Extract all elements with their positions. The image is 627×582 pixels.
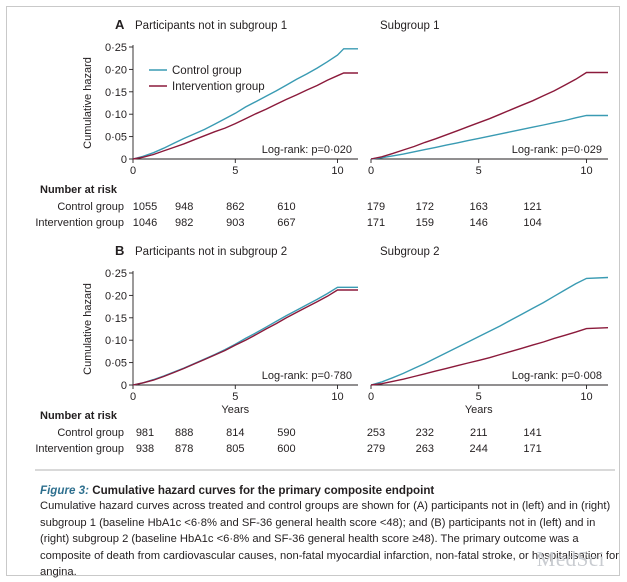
risk-value: 862	[226, 201, 244, 213]
risk-value: 211	[470, 427, 488, 439]
y-tick-label: 0·10	[105, 335, 127, 347]
series-line-control-group	[370, 276, 609, 386]
risk-value: 878	[175, 443, 193, 455]
risk-value: 1055	[133, 201, 157, 213]
figure-plots: 0 5 10 0 0·05 0·10 0·15 0·20 0·25 Cumulative haza…	[35, 17, 615, 471]
panel-title: Participants not in subgroup 2	[135, 246, 287, 258]
panel-title: Subgroup 2	[380, 246, 439, 258]
figure-label: Figure 3:	[40, 484, 89, 497]
risk-value: 263	[416, 443, 434, 455]
risk-value: 232	[416, 427, 434, 439]
x-tick-label: 10	[580, 391, 592, 403]
series-line-intervention-group	[370, 71, 608, 160]
y-tick-label: 0	[121, 154, 127, 166]
panel-title: Subgroup 1	[380, 20, 439, 32]
y-tick-label: 0·20	[105, 64, 127, 76]
risk-value: 667	[277, 217, 295, 229]
y-axis-label: Cumulative hazard	[82, 57, 94, 149]
risk-value: 146	[470, 217, 488, 229]
risk-value: 590	[277, 427, 295, 439]
y-tick-label: 0	[121, 380, 127, 392]
caption-title: Figure 3: Cumulative hazard curves for t…	[40, 483, 620, 500]
x-tick-label: 0	[130, 165, 136, 177]
x-tick-label: 0	[368, 391, 374, 403]
risk-value: 171	[523, 443, 541, 455]
risk-value: 104	[523, 217, 541, 229]
legend-label: Control group	[172, 65, 242, 77]
x-tick-label: 10	[580, 165, 592, 177]
series-line-control-group	[370, 114, 608, 160]
risk-value: 600	[277, 443, 295, 455]
risk-value: 805	[226, 443, 244, 455]
x-tick-label: 0	[130, 391, 136, 403]
risk-value: 172	[416, 201, 434, 213]
x-tick-label: 10	[331, 165, 343, 177]
risk-value: 244	[470, 443, 488, 455]
risk-value: 279	[367, 443, 385, 455]
risk-value: 938	[136, 443, 154, 455]
risk-value: 981	[136, 427, 154, 439]
log-rank-annotation: Log-rank: p=0·029	[512, 144, 602, 156]
risk-value: 1046	[133, 217, 157, 229]
log-rank-annotation: Log-rank: p=0·008	[512, 370, 602, 382]
series-line-intervention-group	[132, 72, 358, 160]
risk-value: 171	[367, 217, 385, 229]
risk-table-header: Number at risk	[40, 410, 118, 422]
y-tick-label: 0·15	[105, 87, 127, 99]
risk-row-label: Intervention group	[35, 217, 124, 229]
risk-row-label: Control group	[57, 427, 124, 439]
y-tick-label: 0·25	[105, 268, 127, 280]
figure-panel: 0 5 10 0 0·05 0·10 0·15 0·20 0·25 Cumulative haza…	[6, 6, 620, 578]
risk-value: 948	[175, 201, 193, 213]
y-tick-label: 0·10	[105, 109, 127, 121]
risk-row-label: Intervention group	[35, 443, 124, 455]
x-axis-label: Years	[221, 404, 249, 416]
panel-title: Participants not in subgroup 1	[135, 20, 287, 32]
x-tick-label: 0	[368, 165, 374, 177]
risk-value: 982	[175, 217, 193, 229]
risk-value: 121	[523, 201, 541, 213]
risk-value: 159	[416, 217, 434, 229]
panel-letter: B	[115, 243, 124, 258]
x-tick-label: 5	[232, 391, 238, 403]
risk-value: 253	[367, 427, 385, 439]
y-tick-label: 0·15	[105, 313, 127, 325]
y-tick-label: 0·05	[105, 132, 127, 144]
y-tick-label: 0·20	[105, 290, 127, 302]
risk-value: 610	[277, 201, 295, 213]
y-tick-label: 0·25	[105, 42, 127, 54]
watermark: MedSci	[536, 547, 605, 571]
x-tick-label: 10	[331, 391, 343, 403]
y-axis-label: Cumulative hazard	[82, 283, 94, 375]
y-tick-label: 0·05	[105, 358, 127, 370]
risk-value: 179	[367, 201, 385, 213]
risk-value: 903	[226, 217, 244, 229]
series-line-intervention-group	[132, 289, 358, 386]
risk-value: 814	[226, 427, 244, 439]
risk-row-label: Control group	[57, 201, 124, 213]
legend-label: Intervention group	[172, 81, 265, 93]
series-line-intervention-group	[370, 327, 609, 386]
log-rank-annotation: Log-rank: p=0·020	[262, 144, 352, 156]
caption-body: Cumulative hazard curves across treated …	[40, 500, 619, 579]
risk-table-header: Number at risk	[40, 184, 118, 196]
figure-title: Cumulative hazard curves for the primary…	[88, 484, 435, 497]
risk-value: 888	[175, 427, 193, 439]
risk-value: 141	[523, 427, 541, 439]
panel-letter: A	[115, 17, 125, 32]
log-rank-annotation: Log-rank: p=0·780	[262, 370, 352, 382]
x-tick-label: 5	[476, 391, 482, 403]
series-line-control-group	[132, 48, 358, 160]
x-tick-label: 5	[476, 165, 482, 177]
risk-value: 163	[470, 201, 488, 213]
x-axis-label: Years	[465, 404, 493, 416]
x-tick-label: 5	[232, 165, 238, 177]
